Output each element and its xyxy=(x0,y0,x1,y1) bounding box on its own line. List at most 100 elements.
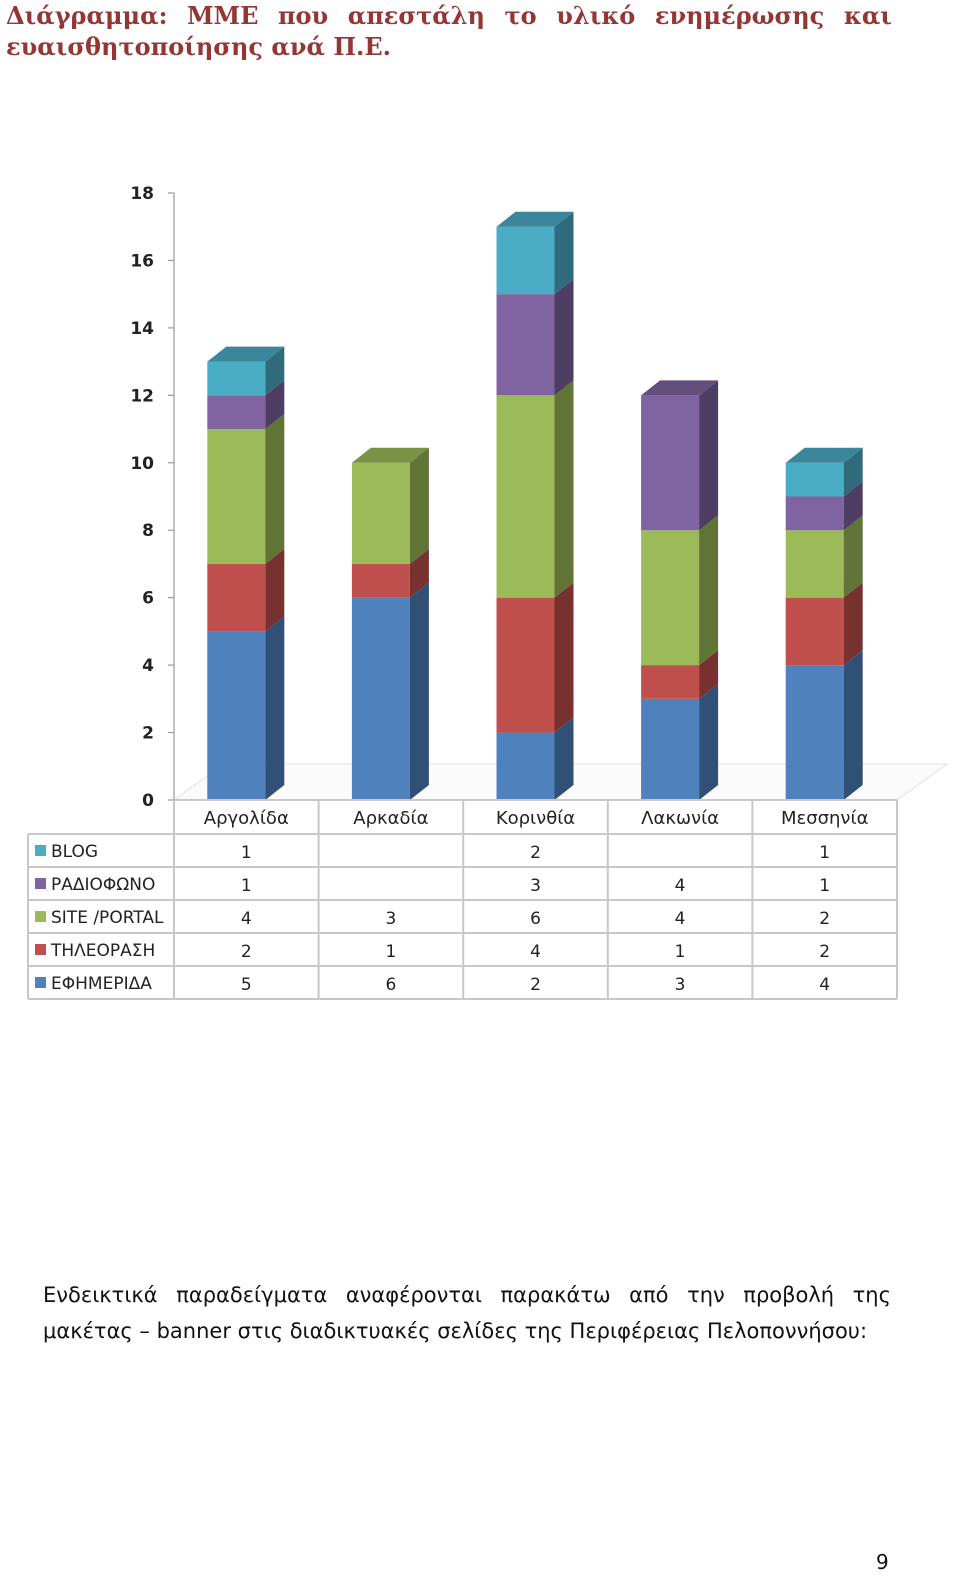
y-tick-label: 18 xyxy=(130,184,154,204)
legend-swatch xyxy=(35,977,46,988)
bar-segment xyxy=(785,496,844,531)
bar-segment-side xyxy=(843,650,863,800)
paragraph-word: παραδείγματα xyxy=(176,1283,328,1307)
paragraph-line1: Ενδεικτικά παραδείγματα αναφέρονται παρακάτ… xyxy=(43,1283,891,1307)
bar-segment xyxy=(207,361,266,396)
bar-segment-side xyxy=(554,582,574,733)
x-tick-label: Αρκαδία xyxy=(353,808,428,829)
paragraph-line2: μακέτας – banner στις διαδικτυακές σελίδ… xyxy=(43,1319,868,1343)
data-label: 4 xyxy=(530,942,541,962)
legend-swatch xyxy=(35,845,46,856)
bar-segment xyxy=(785,462,844,497)
x-tick-label: Λακωνία xyxy=(641,808,719,829)
y-tick-label: 16 xyxy=(130,251,154,271)
legend-swatch xyxy=(35,944,46,955)
bar-segment-side xyxy=(699,683,719,800)
paragraph-word: προβολή xyxy=(743,1283,835,1307)
data-label: 3 xyxy=(385,909,396,929)
data-label: 1 xyxy=(241,876,252,896)
bar-segment xyxy=(641,698,700,800)
bar-segment xyxy=(641,530,700,666)
heading-word: Διάγραμμα: xyxy=(6,1,168,30)
bar-segment xyxy=(496,732,555,800)
legend-swatch xyxy=(35,878,46,889)
bar-segment-side xyxy=(843,481,863,531)
bar-segment xyxy=(785,530,844,598)
data-label: 5 xyxy=(241,975,252,995)
heading-word: που xyxy=(277,1,329,30)
bar-segment-side xyxy=(843,515,863,598)
x-tick-label: Κορινθία xyxy=(496,808,575,829)
data-label: 3 xyxy=(530,876,541,896)
chart-heading-line1: Διάγραμμα: ΜΜΕ που απεστάλη το υλικό ενημέρωση… xyxy=(6,0,892,31)
paragraph-word: από xyxy=(629,1283,669,1307)
bar-segment-side xyxy=(265,548,285,632)
data-label: 2 xyxy=(819,909,830,929)
data-label: 4 xyxy=(675,909,686,929)
bar-segment-side xyxy=(699,650,719,699)
legend-swatch xyxy=(35,911,46,922)
bar-segment-side xyxy=(265,346,285,396)
data-label: 2 xyxy=(241,942,252,962)
bar-segment-side xyxy=(554,380,574,598)
bar-segment xyxy=(207,563,266,632)
paragraph-word: αναφέρονται xyxy=(345,1283,482,1307)
y-tick-label: 0 xyxy=(142,791,154,811)
paragraph-word: παρακάτω xyxy=(500,1283,611,1307)
bar-segment-side xyxy=(409,447,429,564)
data-label: 1 xyxy=(675,942,686,962)
data-label: 1 xyxy=(241,843,252,863)
heading-word: υλικό xyxy=(556,1,636,30)
bar-segment xyxy=(207,631,266,800)
bar-segment-side xyxy=(554,211,574,295)
bar-top xyxy=(351,447,429,463)
data-label: 6 xyxy=(530,909,541,929)
chart-heading: Διάγραμμα: ΜΜΕ που απεστάλη το υλικό ενημέρωση… xyxy=(6,0,892,62)
paragraph-word: της xyxy=(852,1283,891,1307)
legend-label: SITE /PORTAL xyxy=(51,908,164,928)
y-tick-label: 4 xyxy=(142,656,154,676)
y-tick-label: 14 xyxy=(130,319,154,339)
bar-segment-side xyxy=(554,279,574,396)
bar-segment xyxy=(785,597,844,666)
heading-word: το xyxy=(504,1,537,30)
bar-segment xyxy=(207,395,266,430)
bar-segment-side xyxy=(699,380,719,531)
y-tick-label: 8 xyxy=(142,521,154,541)
bar-segment xyxy=(785,665,844,800)
heading-word: και xyxy=(843,1,892,30)
y-tick-label: 2 xyxy=(142,724,154,744)
bar-top xyxy=(496,211,574,227)
data-label: 2 xyxy=(530,843,541,863)
bar-segment xyxy=(496,395,555,598)
bar-segment-side xyxy=(409,548,429,598)
bar-segment xyxy=(496,226,555,295)
x-tick-label: Μεσσηνία xyxy=(781,808,869,829)
bar-segment-side xyxy=(699,515,719,666)
heading-word: ενημέρωσης xyxy=(654,1,825,30)
bar-segment-side xyxy=(843,447,863,497)
bar-top xyxy=(207,346,285,362)
y-tick-label: 10 xyxy=(130,454,154,474)
data-label: 1 xyxy=(819,843,830,863)
data-label: 1 xyxy=(819,876,830,896)
legend-label: ΡΑΔΙΟΦΩΝΟ xyxy=(51,875,155,895)
data-label: 6 xyxy=(385,975,396,995)
bar-segment xyxy=(496,597,555,733)
data-label: 1 xyxy=(385,942,396,962)
y-tick-label: 6 xyxy=(142,589,154,609)
bar-segment xyxy=(351,597,410,800)
bar-segment xyxy=(351,462,410,564)
legend-label: BLOG xyxy=(51,842,98,862)
bar-segment-side xyxy=(843,582,863,666)
data-label: 2 xyxy=(819,942,830,962)
bar-segment-side xyxy=(409,582,429,800)
bar-segment xyxy=(641,395,700,531)
bar-segment-side xyxy=(265,380,285,430)
bar-top xyxy=(785,447,863,463)
bar-segment xyxy=(207,429,266,564)
heading-word: απεστάλη xyxy=(347,1,485,30)
bar-segment xyxy=(351,563,410,598)
chart-heading-line2: ευαισθητοποίησης ανά Π.Ε. xyxy=(6,32,391,61)
